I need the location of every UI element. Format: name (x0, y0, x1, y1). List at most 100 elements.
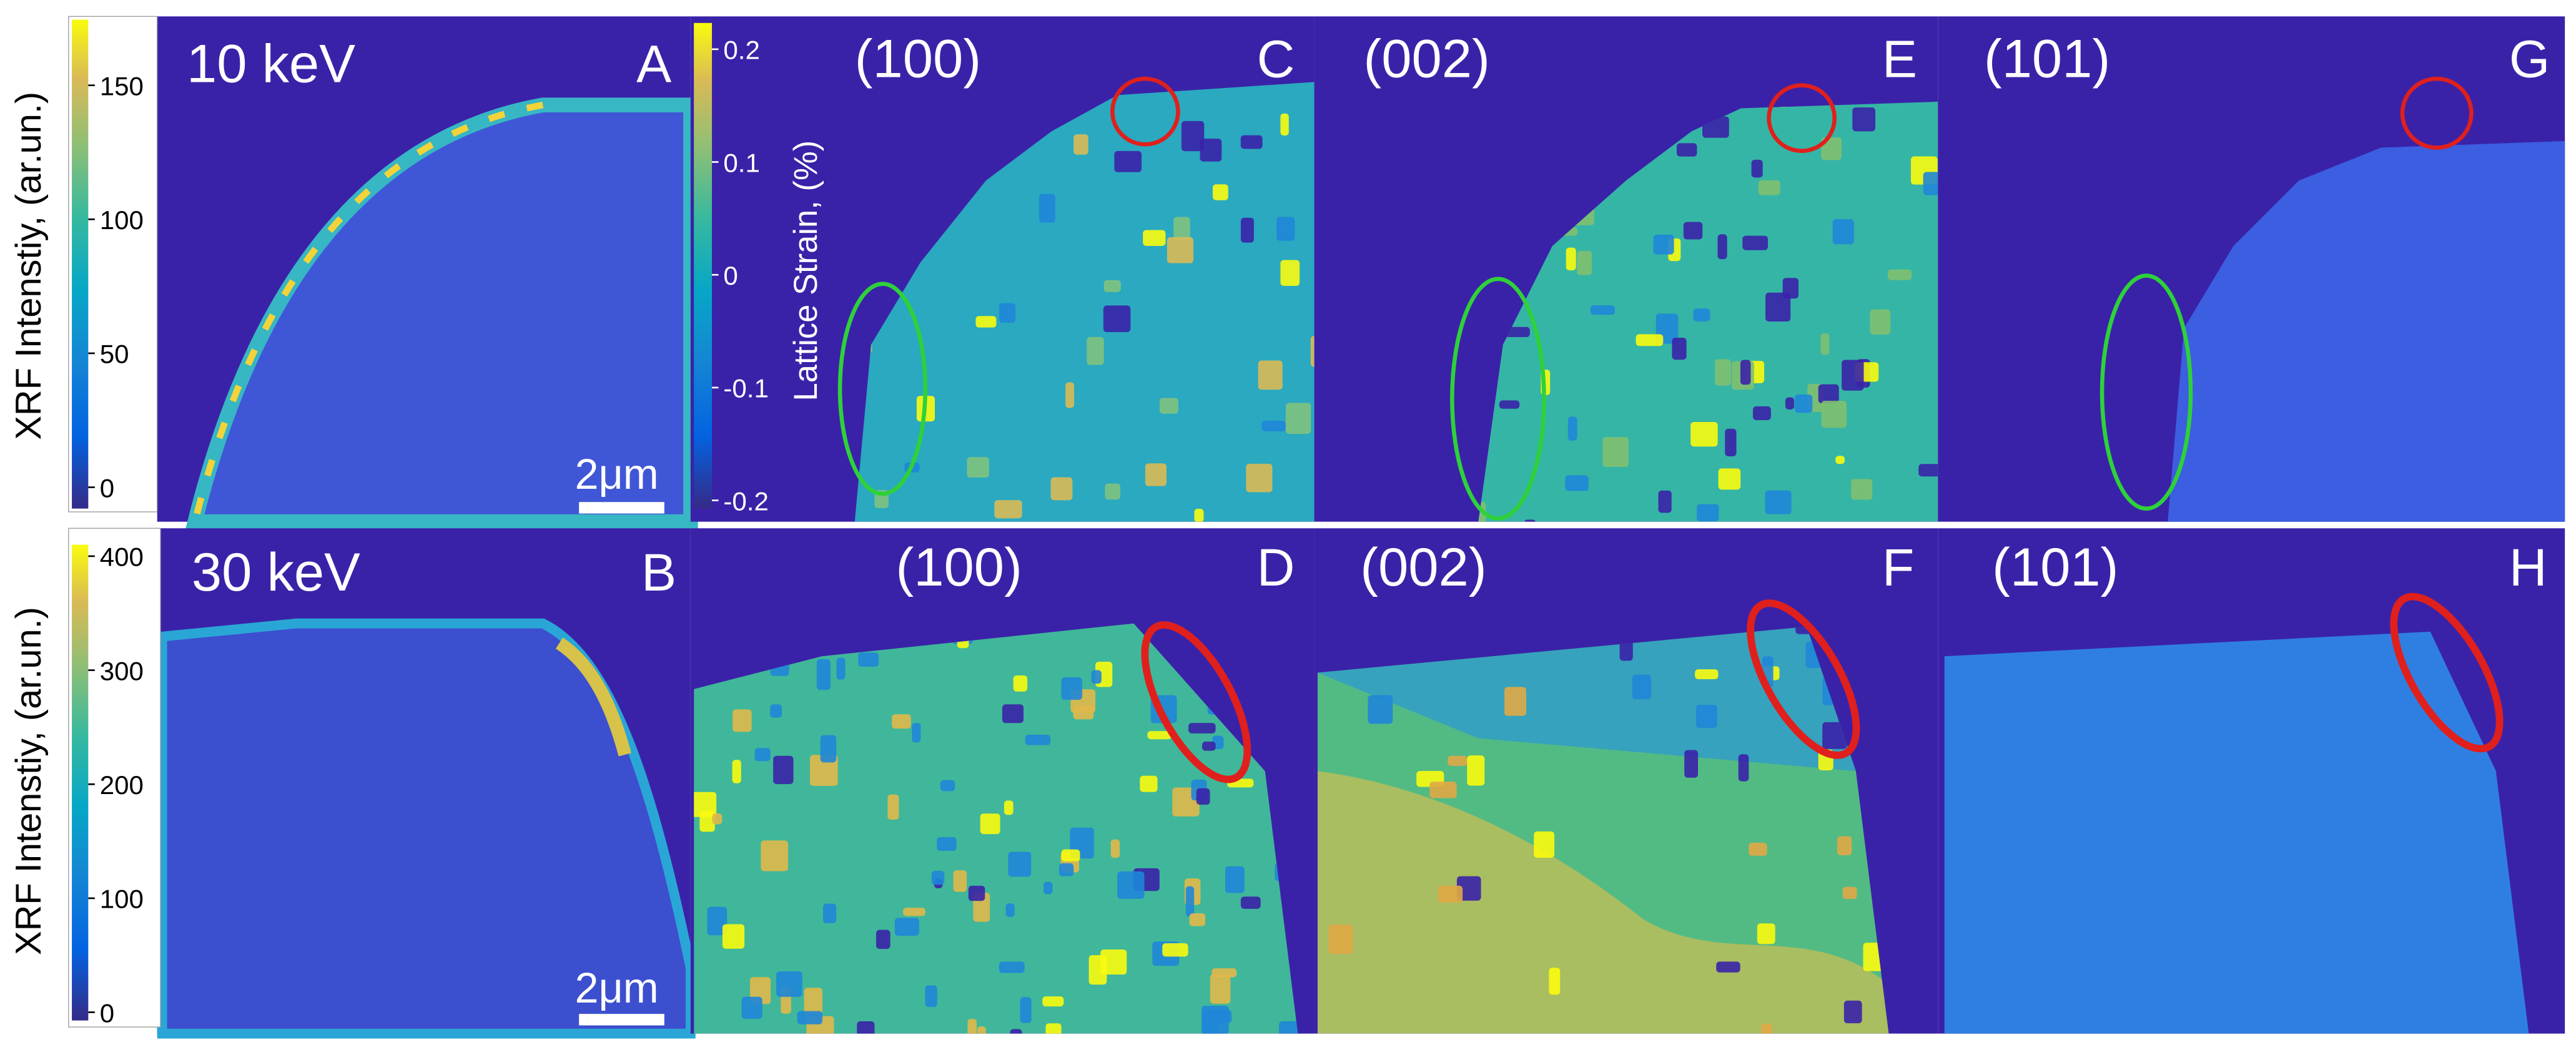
panel-title: (002) (1360, 537, 1486, 597)
texture-blob (1117, 871, 1145, 899)
texture-blob (1577, 250, 1592, 275)
texture-blob (1842, 886, 1857, 900)
scale-bar-label: 2μm (575, 964, 658, 1012)
texture-blob (1870, 309, 1891, 335)
panel-title: (100) (896, 537, 1022, 597)
colorbar-tick-label: 0 (100, 998, 114, 1028)
texture-blob (1749, 843, 1767, 856)
texture-blob (809, 755, 838, 786)
texture-blob (887, 794, 899, 820)
texture-blob (1225, 866, 1245, 893)
texture-blob (1167, 237, 1194, 263)
texture-blob (1087, 336, 1104, 365)
texture-blob (1765, 490, 1792, 514)
texture-blob (931, 871, 945, 885)
texture-blob (1103, 305, 1131, 333)
texture-blob (1632, 674, 1651, 699)
texture-blob (1821, 137, 1842, 160)
texture-blob (1499, 400, 1520, 409)
texture-blob (1918, 464, 1938, 477)
panel-title: (100) (855, 29, 981, 89)
panel-letter: C (1257, 30, 1295, 89)
texture-blob (1020, 997, 1032, 1023)
texture-blob (1715, 359, 1732, 386)
texture-blob (1761, 1023, 1772, 1034)
panel-g: (101) G (1938, 16, 2565, 522)
texture-blob (1832, 219, 1854, 245)
colorbar-tick-label: -0.2 (723, 486, 768, 516)
texture-blob (1534, 831, 1555, 858)
texture-blob (937, 837, 957, 851)
texture-blob (1684, 750, 1699, 778)
texture-blob (858, 652, 879, 667)
texture-blob (707, 906, 728, 936)
texture-blob (1105, 483, 1121, 500)
texture-blob (1088, 955, 1107, 985)
panel-d: (100) D (690, 528, 1315, 1034)
texture-blob (968, 885, 985, 901)
texture-blob (1765, 292, 1791, 322)
texture-blob (1822, 722, 1847, 749)
texture-blob (1565, 475, 1589, 491)
texture-blob (1065, 382, 1075, 408)
texture-blob (1061, 849, 1080, 861)
panel-letter: H (2509, 538, 2547, 597)
texture-blob (1696, 704, 1717, 729)
texture-blob (894, 918, 919, 936)
texture-blob (1738, 754, 1749, 782)
texture-blob (1368, 695, 1393, 724)
colorbar-tick-label: 0 (100, 473, 114, 503)
texture-blob (1697, 504, 1719, 522)
texture-blob (1147, 731, 1172, 740)
texture-blob (1210, 974, 1231, 1004)
texture-blob (1310, 336, 1315, 367)
texture-blob (1429, 782, 1457, 798)
colorbar-tick-label: 0.2 (723, 36, 759, 65)
panel-letter: D (1257, 538, 1295, 597)
colorbar-label: XRF Intenstiy, (ar.un.) (9, 92, 49, 440)
scale-bar (579, 1014, 664, 1026)
texture-blob (1004, 800, 1014, 815)
texture-blob (1005, 903, 1015, 917)
texture-blob (1285, 403, 1311, 434)
texture-blob (1693, 308, 1710, 321)
panel-letter: G (2509, 30, 2550, 89)
texture-blob (1467, 755, 1485, 786)
texture-blob (1240, 896, 1261, 909)
panel-title: (101) (1984, 29, 2110, 89)
texture-blob (1204, 1009, 1232, 1023)
texture-blob (1188, 723, 1216, 734)
texture-blob (994, 500, 1022, 519)
texture-blob (1752, 406, 1771, 421)
texture-blob (940, 780, 955, 792)
texture-blob (1189, 913, 1206, 926)
texture-blob (1751, 159, 1763, 178)
texture-blob (1162, 943, 1188, 957)
texture-blob (1196, 788, 1210, 805)
panel-a: 10 keV A 2μm (157, 16, 698, 529)
texture-blob (722, 924, 745, 949)
texture-blob (1695, 669, 1719, 680)
panel-e: (002) E (1314, 16, 1938, 522)
texture-blob (1835, 456, 1845, 464)
texture-blob (836, 657, 846, 680)
texture-blob (1328, 925, 1353, 954)
texture-blob (1181, 120, 1205, 152)
panel-c: (100) C (690, 16, 1315, 522)
texture-blob (754, 748, 771, 762)
texture-blob (761, 840, 788, 871)
texture-blob (776, 971, 802, 997)
texture-blob (1280, 260, 1300, 287)
texture-blob (797, 1011, 823, 1024)
texture-blob (980, 813, 1000, 835)
texture-blob (953, 870, 967, 892)
scale-bar (579, 502, 664, 514)
texture-blob (741, 996, 762, 1019)
texture-blob (999, 961, 1025, 973)
texture-blob (1258, 360, 1283, 390)
texture-blob (1794, 394, 1813, 413)
texture-blob (1143, 230, 1166, 246)
texture-blob (1590, 305, 1615, 315)
